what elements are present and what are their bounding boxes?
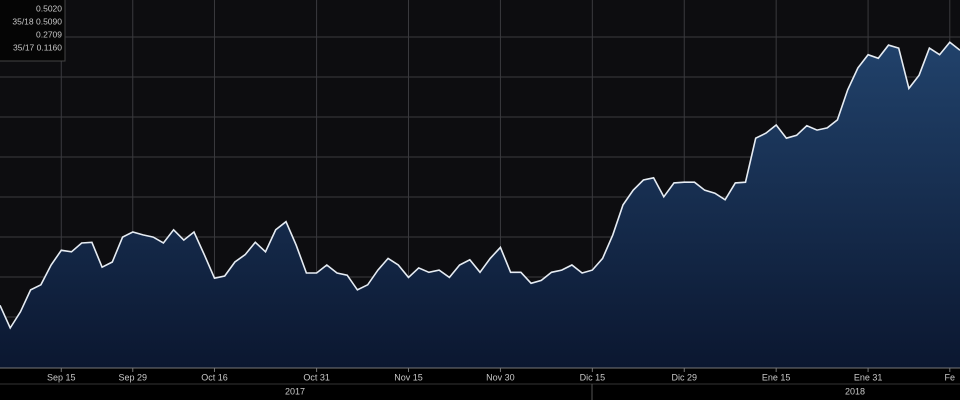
x-tick-label: Sep 15 bbox=[47, 372, 76, 382]
x-tick-label: Nov 15 bbox=[394, 372, 423, 382]
x-tick-label: Ene 31 bbox=[854, 372, 883, 382]
marks bbox=[0, 41, 960, 368]
legend-line: 35/17 0.1160 bbox=[13, 42, 62, 52]
line bbox=[0, 41, 960, 330]
legend-line: 0.5020 bbox=[36, 3, 62, 13]
x-tick-label: Sep 29 bbox=[119, 372, 148, 382]
x-tick-label: Oct 16 bbox=[201, 372, 228, 382]
x-tick-label: Fe bbox=[945, 372, 956, 382]
area bbox=[0, 42, 960, 368]
legend-box bbox=[0, 0, 66, 62]
legend-line: 0.2709 bbox=[36, 29, 62, 39]
legend: 0.5020 35/18 0.5090 0.2709 35/17 0.1160 bbox=[0, 0, 66, 62]
x-tick-label: Nov 30 bbox=[486, 372, 515, 382]
legend-line: 35/18 0.5090 bbox=[12, 16, 62, 26]
year-label: 2018 bbox=[845, 386, 865, 396]
x-tick-label: Oct 31 bbox=[303, 372, 330, 382]
x-tick-label: Ene 15 bbox=[762, 372, 791, 382]
x-tick-label: Dic 15 bbox=[580, 372, 606, 382]
x-tick-label: Dic 29 bbox=[671, 372, 697, 382]
year-label: 2017 bbox=[285, 386, 305, 396]
